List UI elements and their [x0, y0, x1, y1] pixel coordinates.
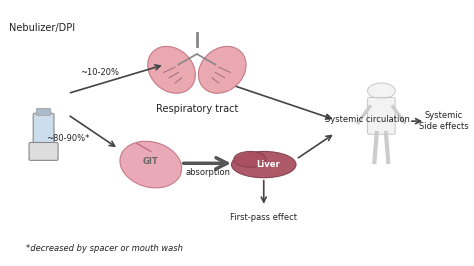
Text: Nebulizer/DPI: Nebulizer/DPI	[9, 23, 75, 33]
Text: ~10-20%: ~10-20%	[81, 68, 119, 77]
Ellipse shape	[148, 46, 195, 93]
Text: GIT: GIT	[143, 157, 159, 167]
Text: Systemic
Side effects: Systemic Side effects	[419, 111, 468, 131]
Text: absorption: absorption	[186, 168, 231, 177]
Text: Respiratory tract: Respiratory tract	[155, 104, 238, 114]
FancyBboxPatch shape	[33, 113, 54, 147]
Text: *decreased by spacer or mouth wash: *decreased by spacer or mouth wash	[26, 244, 183, 253]
FancyBboxPatch shape	[367, 97, 395, 134]
Ellipse shape	[234, 151, 266, 167]
Text: First-pass effect: First-pass effect	[230, 213, 297, 222]
FancyBboxPatch shape	[29, 143, 58, 160]
Text: Systemic circulation: Systemic circulation	[325, 115, 410, 124]
FancyBboxPatch shape	[36, 109, 51, 115]
Ellipse shape	[199, 46, 246, 93]
Ellipse shape	[231, 151, 296, 178]
Text: Liver: Liver	[256, 160, 280, 169]
Ellipse shape	[120, 141, 182, 188]
Text: ~80-90%*: ~80-90%*	[46, 134, 90, 143]
Circle shape	[367, 83, 395, 99]
